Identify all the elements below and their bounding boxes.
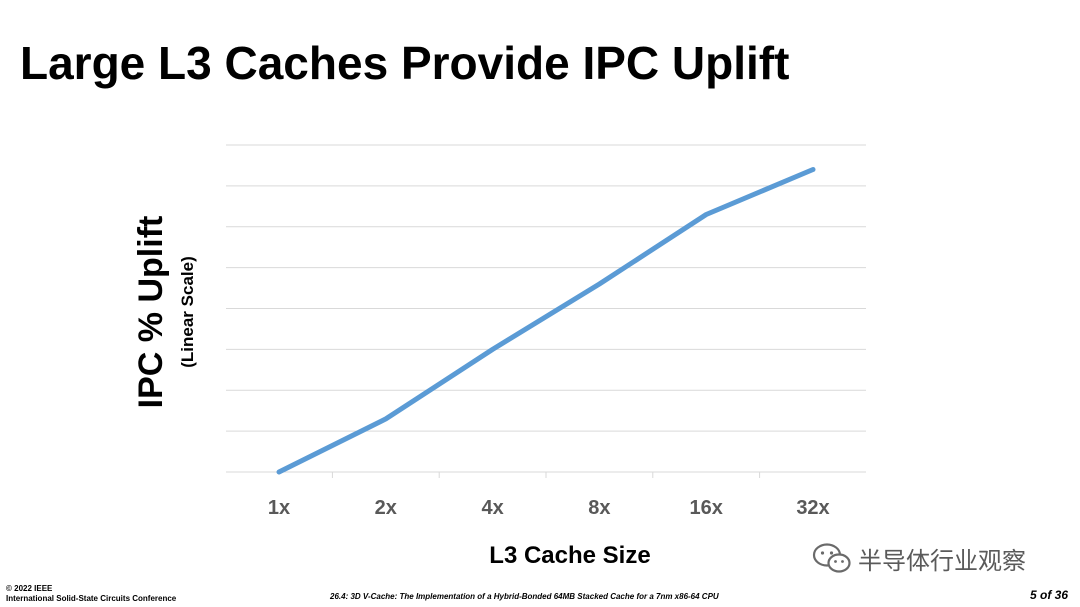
page-number: 5 of 36 [1030, 588, 1069, 602]
footer-left: © 2022 IEEE International Solid-State Ci… [6, 584, 176, 604]
x-tick-label: 4x [481, 497, 503, 519]
series-layer [276, 167, 816, 475]
paper-title: 26.4: 3D V-Cache: The Implementation of … [330, 592, 719, 601]
gridlines [226, 144, 866, 432]
x-tick-label: 16x [690, 497, 723, 519]
series-line [276, 167, 816, 475]
x-tick-label: 32x [796, 497, 829, 519]
conference-text: International Solid-State Circuits Confe… [6, 594, 177, 603]
x-tick-label: 8x [588, 497, 610, 519]
copyright-text: © 2022 IEEE [6, 584, 53, 593]
axis-labels: 1x 2x 4x 8x 16x 32x L3 Cache Size IPC % Uplift(… [132, 216, 830, 569]
x-axis [226, 471, 866, 478]
x-tick-label: 2x [375, 497, 397, 519]
y-axis-subtitle: (Linear Scale) [178, 256, 197, 368]
slide-title: Large L3 Caches Provide IPC Uplift [20, 37, 790, 89]
y-axis-title: IPC % Uplift [132, 216, 170, 409]
x-tick-label: 1x [268, 497, 290, 519]
watermark: 半导体行业观察 [812, 541, 1026, 576]
wechat-logo-icon [812, 542, 851, 573]
watermark-text: 半导体行业观察 [858, 547, 1026, 575]
x-axis-title: L3 Cache Size [489, 542, 650, 569]
